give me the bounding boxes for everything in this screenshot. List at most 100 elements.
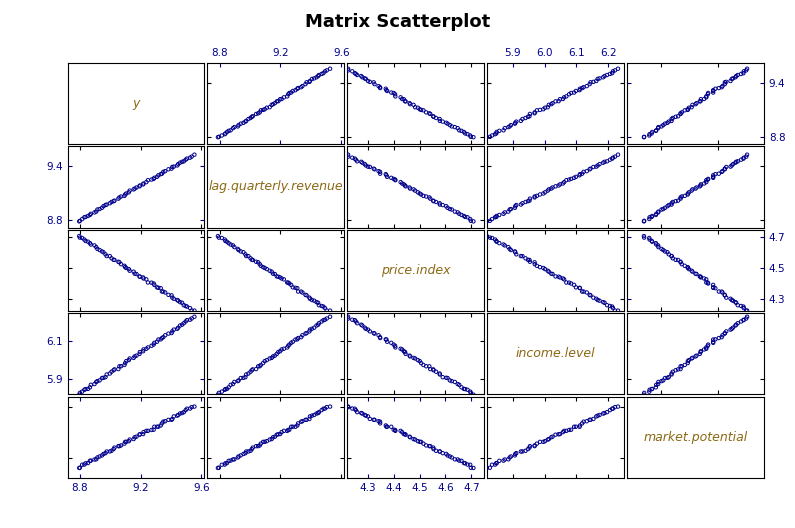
Point	[674, 258, 687, 266]
Point	[483, 133, 496, 141]
Point	[157, 168, 169, 176]
Point	[429, 447, 442, 455]
Point	[317, 69, 330, 78]
Point	[128, 433, 141, 441]
Point	[396, 345, 409, 354]
Point	[502, 208, 514, 216]
Point	[493, 127, 506, 135]
Point	[387, 89, 400, 97]
Point	[638, 391, 650, 399]
Point	[147, 341, 160, 349]
Point	[577, 83, 590, 91]
Point	[258, 357, 271, 365]
Point	[159, 167, 172, 175]
Point	[127, 185, 140, 194]
Point	[603, 70, 616, 78]
Point	[689, 269, 702, 278]
Point	[266, 268, 278, 276]
Point	[441, 374, 454, 382]
Point	[137, 180, 149, 188]
Point	[319, 404, 332, 413]
Point	[356, 158, 369, 167]
Point	[99, 201, 112, 209]
Point	[362, 77, 374, 85]
Point	[295, 83, 308, 91]
Point	[305, 296, 318, 304]
Point	[172, 296, 184, 305]
Point	[305, 75, 318, 83]
Point	[467, 391, 480, 399]
Point	[342, 64, 355, 73]
Point	[351, 71, 363, 79]
Point	[606, 303, 619, 311]
Point	[122, 265, 135, 274]
Point	[380, 335, 393, 344]
Point	[424, 194, 436, 203]
Point	[597, 73, 610, 81]
Point	[652, 380, 665, 388]
Point	[312, 319, 325, 327]
Point	[346, 154, 359, 162]
Point	[459, 385, 471, 393]
Point	[118, 261, 131, 270]
Point	[292, 419, 304, 428]
Text: price.index: price.index	[381, 264, 451, 277]
Point	[694, 348, 707, 356]
Point	[707, 284, 719, 292]
Point	[672, 256, 684, 264]
Point	[716, 83, 728, 91]
Point	[215, 460, 228, 469]
Point	[90, 243, 103, 251]
Point	[523, 112, 536, 120]
Point	[171, 411, 184, 420]
Point	[509, 204, 522, 212]
Point	[546, 99, 559, 107]
Point	[242, 252, 254, 260]
Point	[404, 184, 417, 193]
Point	[681, 264, 694, 272]
Point	[103, 447, 116, 456]
Point	[480, 217, 493, 225]
Point	[237, 374, 250, 382]
Point	[690, 183, 703, 192]
Point	[429, 114, 442, 122]
Point	[235, 119, 247, 128]
Point	[719, 80, 731, 88]
Point	[573, 284, 586, 292]
Point	[737, 154, 750, 163]
Point	[235, 451, 247, 459]
Point	[730, 320, 743, 329]
Point	[152, 335, 165, 344]
Point	[83, 211, 96, 219]
Point	[729, 73, 742, 81]
Point	[549, 97, 562, 106]
Point	[180, 404, 193, 413]
Point	[258, 264, 271, 272]
Point	[232, 376, 245, 384]
Point	[741, 150, 754, 159]
Point	[409, 103, 421, 111]
Point	[542, 101, 555, 109]
Point	[399, 181, 412, 190]
Point	[464, 216, 477, 225]
Point	[707, 337, 719, 346]
Point	[452, 380, 464, 388]
Point	[700, 278, 712, 287]
Point	[441, 204, 454, 212]
Point	[173, 322, 186, 330]
Point	[445, 453, 458, 461]
Point	[266, 269, 279, 278]
Point	[350, 155, 363, 164]
Point	[246, 256, 258, 264]
Point	[289, 422, 302, 431]
Point	[553, 95, 566, 103]
Point	[282, 342, 295, 350]
Point	[100, 447, 113, 456]
Point	[650, 211, 662, 219]
Point	[427, 445, 440, 454]
Point	[683, 356, 696, 364]
Point	[643, 234, 656, 242]
Point	[162, 416, 175, 424]
Point	[261, 437, 273, 446]
Point	[498, 124, 511, 133]
